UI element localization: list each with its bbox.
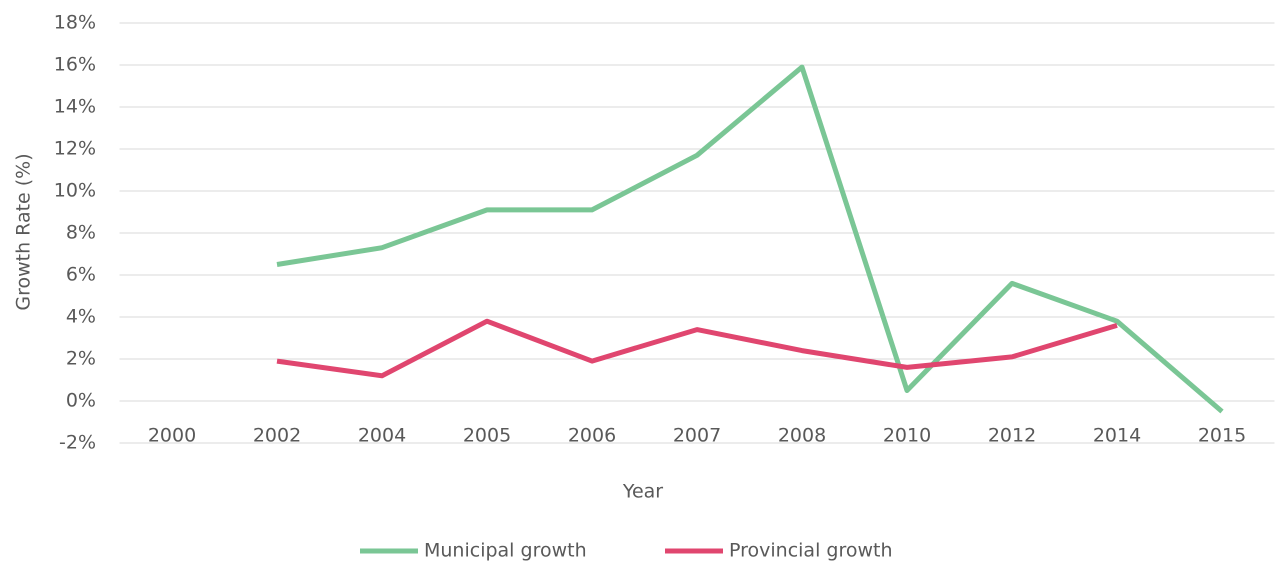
y-tick-label: 10% [54,180,96,202]
y-tick-label: 14% [54,96,96,118]
y-tick-label: 8% [66,222,96,244]
y-axis-label: Growth Rate (%) [13,153,35,310]
y-tick-label: 16% [54,54,96,76]
x-tick-label: 2012 [988,425,1036,447]
x-tick-label: 2015 [1198,425,1246,447]
y-tick-label: 18% [54,12,96,34]
x-tick-label: 2005 [463,425,511,447]
y-tick-label: 4% [66,306,96,328]
x-tick-label: 2007 [673,425,721,447]
x-tick-label: 2010 [883,425,931,447]
x-tick-label: 2000 [148,425,196,447]
y-tick-label: 2% [66,348,96,370]
x-tick-label: 2008 [778,425,826,447]
y-tick-label: -2% [59,432,96,454]
x-axis-label: Year [622,481,663,503]
y-tick-label: 6% [66,264,96,286]
legend-label: Provincial growth [729,540,893,562]
x-tick-label: 2002 [253,425,301,447]
y-tick-label: 0% [66,390,96,412]
series-line [276,318,1118,379]
series-line [276,64,1224,414]
x-tick-label: 2006 [568,425,616,447]
x-tick-label: 2004 [358,425,406,447]
legend-label: Municipal growth [424,540,587,562]
x-tick-label: 2014 [1093,425,1141,447]
y-tick-label: 12% [54,138,96,160]
